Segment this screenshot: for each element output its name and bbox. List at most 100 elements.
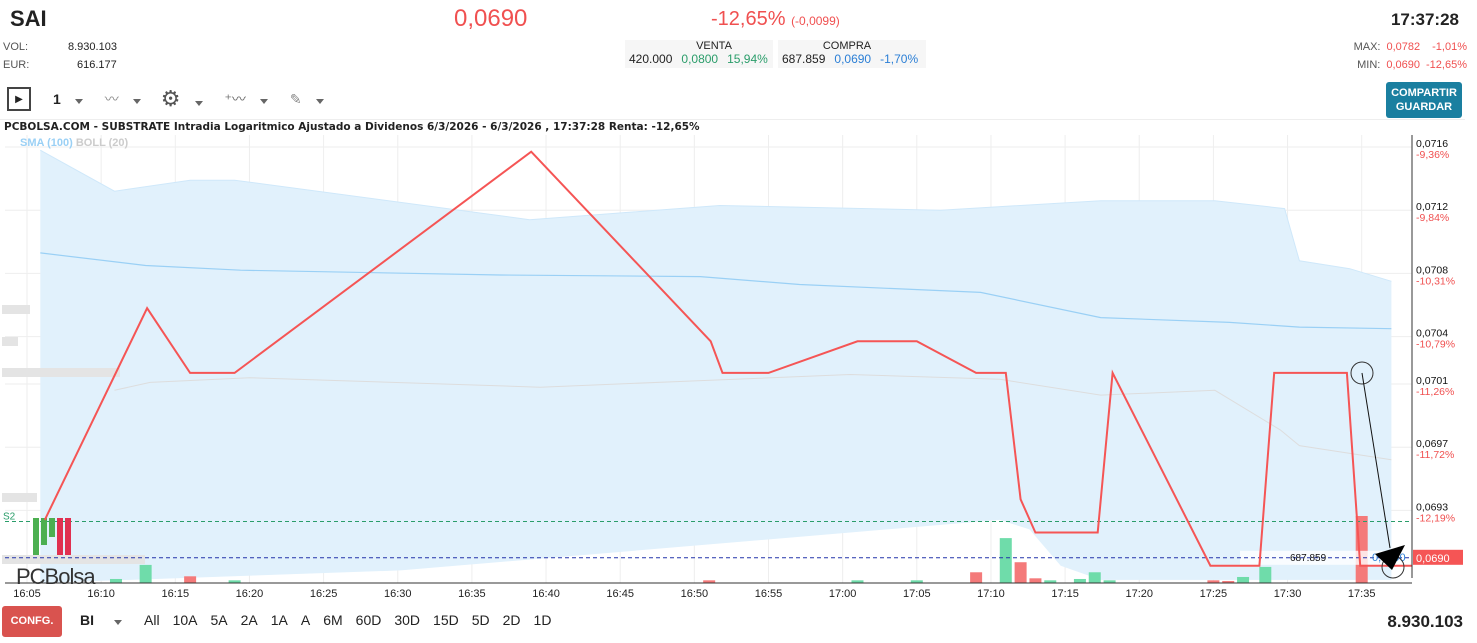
- chart-type-select[interactable]: 〰: [105, 89, 141, 109]
- chevron-down-icon: [74, 99, 83, 104]
- min-row: MIN: 0,0690 -12,65%: [1357, 59, 1467, 71]
- x-tick-label: 16:35: [458, 588, 486, 600]
- chevron-down-icon: [259, 99, 268, 104]
- x-tick-label: 16:40: [532, 588, 560, 600]
- indicators-select[interactable]: ⁺〰: [225, 89, 268, 109]
- range-1d[interactable]: 1D: [533, 612, 552, 628]
- volume-bar: [703, 580, 716, 583]
- x-tick-label: 16:30: [384, 588, 412, 600]
- x-tick-label: 17:15: [1051, 588, 1079, 600]
- range-30d[interactable]: 30D: [394, 612, 421, 628]
- x-tick-label: 17:25: [1200, 588, 1228, 600]
- last-price-tag-text: 0,0690: [1416, 553, 1450, 565]
- range-a[interactable]: A: [300, 612, 311, 628]
- range-2d[interactable]: 2D: [502, 612, 521, 628]
- x-tick-label: 16:10: [87, 588, 115, 600]
- y-tick-pct: -10,79%: [1416, 339, 1455, 351]
- legend-sma: SMA (100): [20, 137, 73, 149]
- x-tick-label: 17:10: [977, 588, 1005, 600]
- volume-bar: [910, 580, 923, 583]
- volume-bar: [970, 572, 983, 583]
- range-buttons: All 10A 5A 2A 1A A 6M 60D 30D 15D 5D 2D 1D: [144, 612, 564, 630]
- pencil-icon: ✎: [289, 90, 302, 107]
- depth-bar: [2, 555, 145, 564]
- chevron-down-icon: [114, 620, 122, 625]
- min-pct: -12,65%: [1426, 59, 1467, 71]
- last-price: 0,0690: [454, 5, 528, 32]
- x-tick-label: 16:45: [606, 588, 634, 600]
- min-label: MIN:: [1357, 59, 1381, 71]
- x-tick-label: 16:20: [236, 588, 264, 600]
- volume-bar: [184, 576, 197, 583]
- max-label: MAX:: [1353, 41, 1381, 53]
- y-tick-pct: -11,26%: [1416, 386, 1454, 398]
- compra-price: 0,0690: [834, 52, 872, 66]
- share-save-button[interactable]: COMPARTIR GUARDAR: [1386, 82, 1462, 118]
- y-tick-price: 0,0693: [1416, 501, 1448, 513]
- price-chart[interactable]: S2 687.859 0,0690 PCBolsa 0,0716-9,36% 0,07…: [0, 119, 1477, 605]
- trend-arrow-annotation: [1350, 361, 1405, 579]
- vol-label: VOL:: [3, 41, 29, 53]
- chevron-down-icon: [315, 98, 324, 104]
- gear-icon: ⚙: [160, 86, 181, 111]
- y-tick-pct: -12,19%: [1416, 512, 1455, 524]
- pcbolsa-logo: PCBolsa: [16, 518, 97, 589]
- interval-value: 1: [53, 91, 61, 107]
- range-60d[interactable]: 60D: [355, 612, 382, 628]
- depth-bar: [2, 493, 37, 502]
- annotation-circle: [1350, 361, 1374, 385]
- sell-box: VENTA 420.000 0,0800 15,94%: [625, 40, 773, 68]
- eur-label: EUR:: [3, 59, 30, 71]
- change-pct: -12,65%: [711, 8, 786, 30]
- share-label: COMPARTIR: [1391, 87, 1457, 99]
- indicator-icon: ⁺〰: [224, 91, 246, 107]
- volume-bar: [1207, 580, 1220, 583]
- range-all[interactable]: All: [144, 612, 160, 628]
- y-tick-price: 0,0716: [1416, 138, 1448, 150]
- range-15d[interactable]: 15D: [433, 612, 459, 628]
- compra-qty: 687.859: [782, 52, 826, 66]
- y-tick-pct: -10,31%: [1416, 275, 1455, 287]
- volume-bar: [1073, 578, 1086, 583]
- volume-bar: [851, 580, 864, 583]
- max-pct: -1,01%: [1432, 41, 1467, 53]
- volume-bar: [1044, 580, 1057, 583]
- volume-bar: [139, 564, 152, 583]
- draw-select[interactable]: ✎: [290, 91, 324, 108]
- volume-bar: [1237, 576, 1250, 583]
- range-10a[interactable]: 10A: [172, 612, 198, 628]
- volume-bar: [1103, 580, 1116, 583]
- range-1a[interactable]: 1A: [270, 612, 288, 628]
- legend-boll: BOLL (20): [75, 137, 129, 149]
- panel-toggle-icon[interactable]: ▶: [7, 87, 31, 111]
- save-label: GUARDAR: [1395, 101, 1453, 113]
- range-2a[interactable]: 2A: [240, 612, 258, 628]
- interval-select[interactable]: 1: [53, 91, 83, 107]
- chevron-down-icon: [132, 99, 141, 104]
- bollinger-band: [40, 150, 1392, 583]
- depth-bar: [2, 337, 18, 346]
- sma-line: [40, 252, 1392, 330]
- max-value: 0,0782: [1386, 41, 1421, 53]
- symbol: SAI: [10, 6, 47, 31]
- volume-bar: [999, 538, 1012, 583]
- x-tick-label: 16:25: [310, 588, 338, 600]
- clock: 17:37:28: [1390, 10, 1459, 29]
- y-tick-price: 0,0701: [1416, 375, 1448, 387]
- range-5a[interactable]: 5A: [210, 612, 228, 628]
- range-5d[interactable]: 5D: [471, 612, 490, 628]
- volume-bar: [1088, 572, 1101, 583]
- logo-candle: [65, 518, 71, 555]
- range-6m[interactable]: 6M: [323, 612, 343, 628]
- y-tick-price: 0,0712: [1416, 201, 1448, 213]
- volume-bar: [1029, 578, 1042, 583]
- settings-select[interactable]: ⚙: [161, 86, 203, 112]
- bollinger-mid: [114, 373, 1392, 461]
- mode-select[interactable]: BI: [80, 612, 122, 628]
- x-tick-label: 16:50: [681, 588, 709, 600]
- compra-pct: -1,70%: [880, 52, 919, 66]
- total-volume: 8.930.103: [1387, 612, 1463, 631]
- config-button[interactable]: CONFG.: [2, 606, 62, 637]
- logo-candle: [41, 518, 47, 545]
- compra-label: COMPRA: [822, 40, 872, 52]
